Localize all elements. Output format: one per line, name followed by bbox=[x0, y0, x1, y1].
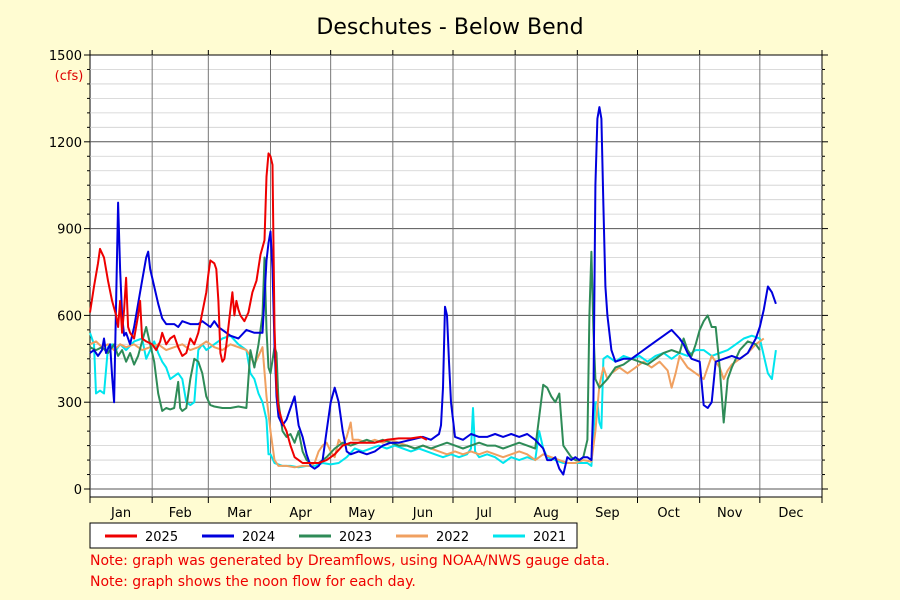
plot-area bbox=[89, 54, 823, 498]
y-tick-label: 0 bbox=[74, 483, 82, 498]
y-tick-label: 1200 bbox=[49, 136, 82, 151]
y-axis-unit: (cfs) bbox=[55, 69, 84, 84]
x-tick-label-mar: Mar bbox=[227, 506, 252, 521]
x-tick-label-may: May bbox=[348, 506, 375, 521]
legend-label-2022: 2022 bbox=[436, 530, 469, 545]
series-line-2022 bbox=[89, 337, 765, 469]
y-tick-label: 900 bbox=[57, 223, 82, 238]
note-noon-flow: Note: graph shows the noon flow for each… bbox=[90, 574, 416, 590]
y-tick-label: 1500 bbox=[49, 49, 82, 64]
x-tick-label-nov: Nov bbox=[717, 506, 743, 521]
legend-label-2023: 2023 bbox=[339, 530, 372, 545]
series-line-2024 bbox=[89, 106, 777, 476]
x-tick-label-feb: Feb bbox=[169, 506, 192, 521]
legend-label-2021: 2021 bbox=[533, 530, 566, 545]
y-tick-label: 300 bbox=[57, 396, 82, 411]
chart-title: Deschutes - Below Bend bbox=[316, 15, 583, 40]
note-source: Note: graph was generated by Dreamflows,… bbox=[90, 553, 610, 569]
x-tick-label-jun: Jun bbox=[412, 506, 433, 521]
x-tick-label-oct: Oct bbox=[657, 506, 679, 521]
x-tick-label-jul: Jul bbox=[475, 506, 492, 521]
x-tick-label-sep: Sep bbox=[595, 506, 620, 521]
y-tick-label: 600 bbox=[57, 309, 82, 324]
series-line-2025 bbox=[89, 152, 428, 464]
legend-label-2024: 2024 bbox=[242, 530, 275, 545]
x-tick-label-aug: Aug bbox=[534, 506, 559, 521]
x-tick-label-jan: Jan bbox=[110, 506, 131, 521]
x-tick-label-dec: Dec bbox=[778, 506, 803, 521]
legend-label-2025: 2025 bbox=[145, 530, 178, 545]
x-tick-label-apr: Apr bbox=[289, 506, 312, 521]
